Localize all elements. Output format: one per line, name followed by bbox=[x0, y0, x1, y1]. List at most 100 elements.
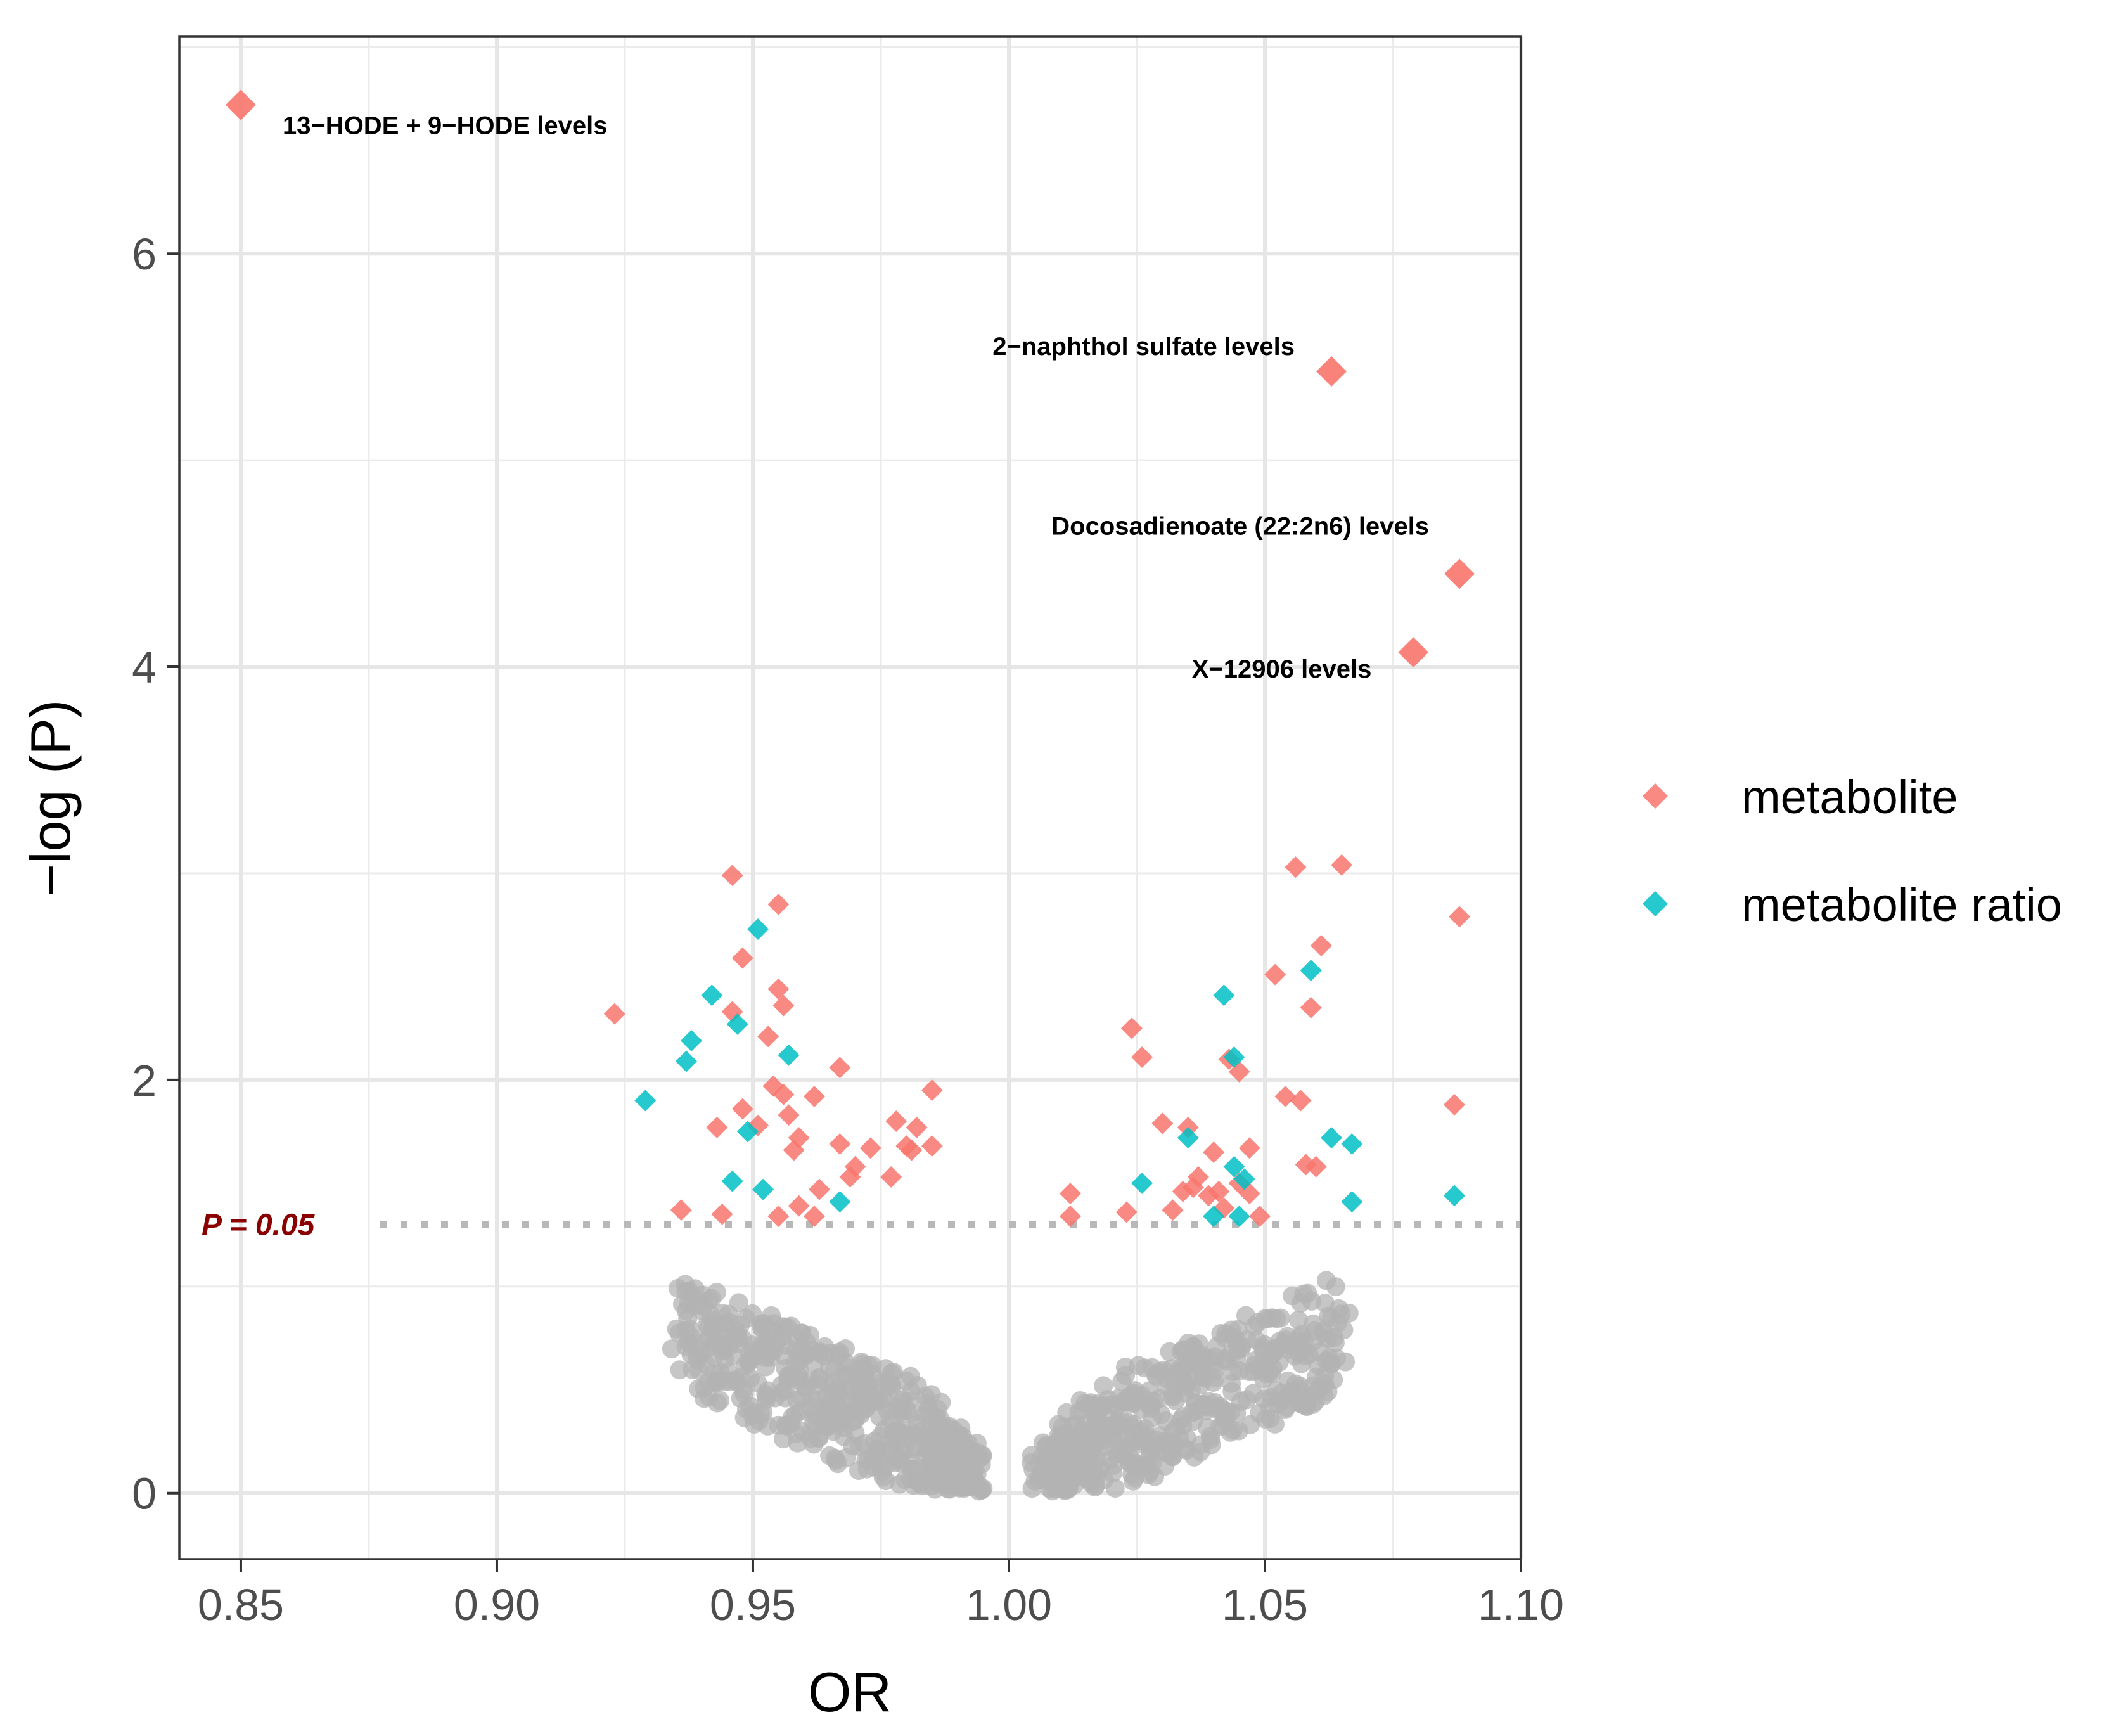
metabolite-point bbox=[772, 1083, 795, 1105]
highlight-point bbox=[1444, 558, 1475, 589]
nonsig-point bbox=[928, 1399, 947, 1419]
nonsig-point bbox=[1202, 1435, 1221, 1455]
metabolite_ratio-point bbox=[701, 984, 723, 1006]
nonsig-point bbox=[707, 1283, 726, 1302]
nonsig-point bbox=[845, 1423, 865, 1443]
point-label: 2−naphthol sulfate levels bbox=[992, 333, 1295, 361]
metabolite-point bbox=[844, 1155, 866, 1178]
nonsig-point bbox=[1189, 1348, 1208, 1368]
y-tick-label: 2 bbox=[132, 1056, 157, 1105]
nonsig-point bbox=[1036, 1437, 1056, 1457]
nonsig-point bbox=[1094, 1376, 1113, 1396]
metabolite-point bbox=[603, 1003, 625, 1025]
metabolite-point bbox=[1151, 1112, 1174, 1135]
metabolite-point bbox=[829, 1133, 851, 1155]
nonsig-point bbox=[1221, 1402, 1241, 1422]
nonsig-point bbox=[1289, 1310, 1308, 1330]
metabolite-point bbox=[670, 1199, 692, 1221]
nonsig-point bbox=[1165, 1372, 1184, 1392]
metabolite-point bbox=[1264, 963, 1286, 986]
nonsig-point bbox=[1263, 1358, 1283, 1378]
metabolite_ratio-point bbox=[1300, 960, 1322, 982]
metabolite-point bbox=[1131, 1046, 1153, 1069]
nonsig-point bbox=[804, 1434, 824, 1454]
metabolite-point bbox=[788, 1195, 810, 1217]
metabolite_ratio-point bbox=[736, 1121, 759, 1143]
nonsig-point bbox=[826, 1451, 845, 1470]
nonsig-point bbox=[1039, 1455, 1058, 1474]
metabolite-point bbox=[731, 947, 753, 969]
metabolite-point bbox=[803, 1085, 825, 1107]
nonsig-point bbox=[1156, 1411, 1176, 1431]
metabolite-point bbox=[1120, 1017, 1143, 1039]
nonsig-point bbox=[662, 1339, 681, 1359]
metabolite-point bbox=[706, 1116, 728, 1138]
metabolite-point bbox=[1238, 1137, 1260, 1159]
metabolite_ratio-point bbox=[1233, 1168, 1255, 1190]
nonsig-point bbox=[1307, 1382, 1327, 1401]
threshold-layer: P = 0.05 bbox=[202, 1209, 1521, 1242]
nonsig-point bbox=[868, 1451, 887, 1471]
nonsig-point bbox=[835, 1352, 855, 1372]
metabolite-point bbox=[778, 1104, 800, 1126]
panel-border bbox=[178, 35, 1522, 1560]
nonsig-point bbox=[1205, 1347, 1224, 1367]
metabolite_ratio-point bbox=[721, 1170, 743, 1192]
metabolite-point bbox=[711, 1203, 733, 1225]
nonsig-point bbox=[1183, 1403, 1202, 1422]
nonsig-point bbox=[776, 1416, 796, 1436]
x-tick-label: 1.00 bbox=[966, 1580, 1052, 1630]
nonsig-point bbox=[767, 1332, 786, 1351]
metabolite-point bbox=[721, 865, 743, 887]
nonsig-point bbox=[745, 1403, 764, 1422]
nonsig-point bbox=[752, 1314, 771, 1334]
nonsig-point bbox=[905, 1437, 925, 1457]
nonsig-point bbox=[1229, 1421, 1248, 1441]
nonsig-point bbox=[1074, 1453, 1093, 1472]
metabolite-point bbox=[803, 1205, 825, 1227]
highlight-point bbox=[1398, 637, 1429, 668]
nonsig-point bbox=[887, 1433, 906, 1453]
y-axis: 0 2 4 6 bbox=[132, 229, 179, 1519]
nonsig-point bbox=[758, 1416, 778, 1436]
nonsig-point bbox=[1086, 1476, 1105, 1495]
nonsig-point bbox=[881, 1363, 901, 1383]
metabolite-point bbox=[1203, 1141, 1225, 1163]
nonsig-point bbox=[862, 1365, 882, 1384]
metabolite-point bbox=[1331, 854, 1353, 876]
legend: metabolite metabolite ratio bbox=[1643, 771, 2062, 931]
nonsig-point bbox=[1321, 1354, 1341, 1374]
metabolite-point bbox=[880, 1166, 902, 1188]
nonsig-point bbox=[1108, 1413, 1127, 1433]
nonsig-point bbox=[761, 1347, 781, 1367]
metabolite_ratio-point bbox=[726, 1013, 748, 1035]
nonsig-point bbox=[949, 1425, 968, 1445]
y-tick-label: 0 bbox=[132, 1469, 157, 1519]
nonsig-point bbox=[1291, 1328, 1311, 1347]
legend-label-metabolite_ratio: metabolite ratio bbox=[1741, 878, 2062, 931]
metabolite_ratio-point bbox=[1443, 1185, 1465, 1207]
metabolite-point bbox=[731, 1098, 753, 1120]
nonsig-point bbox=[1290, 1394, 1310, 1413]
y-tick-label: 4 bbox=[132, 643, 157, 692]
nonsig-point bbox=[838, 1375, 857, 1394]
metabolite_ratio-point bbox=[752, 1178, 774, 1200]
metabolite_ratio-point bbox=[1341, 1191, 1363, 1213]
metabolite-point bbox=[767, 893, 790, 915]
nonsig-point bbox=[954, 1479, 974, 1498]
metabolite-point bbox=[885, 1110, 907, 1133]
nonsig-point bbox=[951, 1441, 970, 1461]
nonsig-point bbox=[870, 1407, 890, 1427]
nonsignificant-points bbox=[662, 1271, 1359, 1501]
metabolite-point bbox=[1285, 856, 1307, 878]
nonsig-point bbox=[714, 1318, 734, 1338]
metabolite-point bbox=[772, 994, 795, 1017]
x-tick-label: 1.10 bbox=[1478, 1580, 1564, 1630]
nonsig-point bbox=[696, 1355, 716, 1374]
nonsig-point bbox=[1205, 1368, 1225, 1388]
nonsig-point bbox=[699, 1338, 719, 1358]
metabolite_ratio-point bbox=[1223, 1046, 1245, 1069]
nonsig-point bbox=[1156, 1431, 1176, 1451]
metabolite-point bbox=[757, 1026, 779, 1048]
